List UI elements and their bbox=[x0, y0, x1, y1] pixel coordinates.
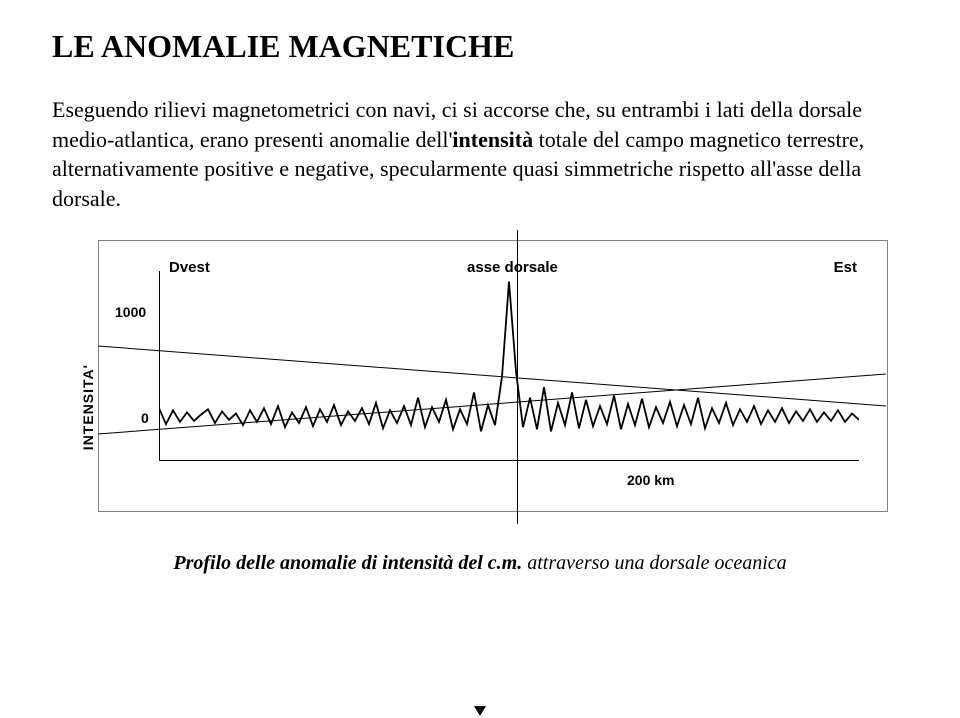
overlay-diag-2 bbox=[98, 374, 886, 434]
caption-rest: attraverso una dorsale oceanica bbox=[522, 552, 786, 574]
para-bold-intensita: intensità bbox=[452, 127, 533, 152]
caption-bold: Profilo delle anomalie di intensità del … bbox=[173, 552, 522, 574]
body-paragraph: Eseguendo rilievi magnetometrici con nav… bbox=[52, 95, 908, 214]
page-root: LE ANOMALIE MAGNETICHE Eseguendo rilievi… bbox=[0, 0, 960, 595]
page-title: LE ANOMALIE MAGNETICHE bbox=[52, 28, 908, 65]
chart-caption: Profilo delle anomalie di intensità del … bbox=[52, 552, 908, 575]
overlay-diagonals bbox=[52, 234, 898, 524]
overlay-diag-1 bbox=[98, 346, 886, 406]
chart-container: INTENSITA' Dvest asse dorsale Est bbox=[52, 234, 898, 524]
